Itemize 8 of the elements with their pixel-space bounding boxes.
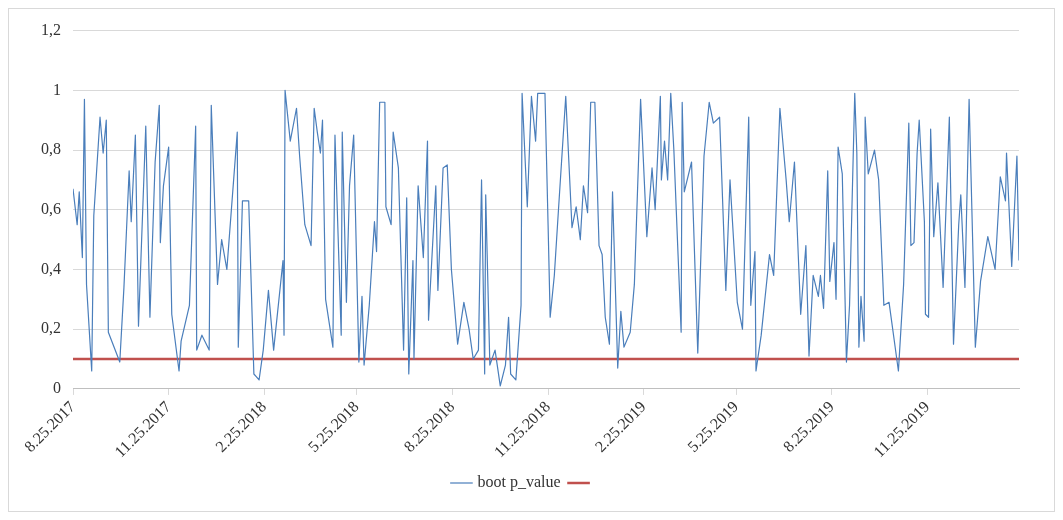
y-tick-label: 0,6: [41, 199, 61, 217]
y-tick-label: 0,2: [41, 319, 61, 337]
legend-label: boot p_value: [477, 473, 561, 492]
y-tick-label: 1,2: [41, 20, 61, 38]
y-tick-label: 1: [53, 80, 61, 98]
y-tick-label: 0,8: [41, 140, 61, 158]
y-tick-label: 0: [53, 379, 61, 397]
y-tick-label: 0,4: [41, 259, 61, 277]
